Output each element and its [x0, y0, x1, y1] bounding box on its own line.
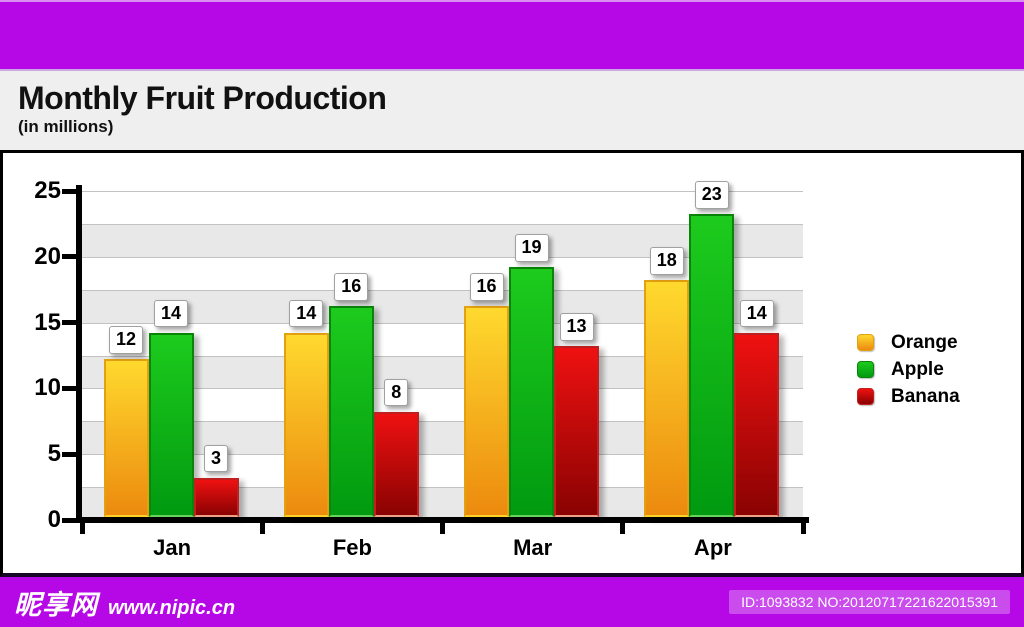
x-tick	[79, 523, 85, 534]
y-axis	[76, 185, 82, 523]
value-label-orange-jan: 12	[108, 326, 144, 354]
bar-orange-mar	[464, 306, 509, 517]
y-tick-label: 15	[34, 308, 61, 336]
chart-area: 0 5 10 15 20 25 Jan Feb Mar Apr 12 14 3 14 16 8 16 19 13 18…	[0, 150, 1024, 577]
y-tick-label: 20	[34, 242, 61, 270]
legend-swatch-banana	[857, 388, 874, 405]
chart-title: Monthly Fruit Production	[18, 80, 387, 116]
chart-subtitle: (in millions)	[18, 117, 114, 137]
gridline	[82, 256, 803, 258]
x-category-label: Feb	[332, 535, 372, 560]
legend-swatch-apple	[857, 361, 874, 378]
value-label-banana-jan: 3	[203, 444, 229, 473]
bar-chart: 0 5 10 15 20 25 Jan Feb Mar Apr 12 14 3 14 16 8 16 19 13 18…	[3, 153, 1021, 573]
gridline	[82, 388, 803, 390]
legend-label-apple: Apple	[891, 359, 944, 380]
bar-apple-apr	[689, 214, 735, 517]
gridline	[82, 487, 803, 489]
gridline	[82, 421, 803, 423]
bar-banana-jan	[193, 477, 239, 517]
value-label-apple-mar: 19	[514, 233, 549, 262]
bar-apple-feb	[328, 306, 374, 517]
plot-band	[82, 191, 803, 224]
gridline	[82, 454, 803, 456]
x-axis	[76, 517, 809, 523]
site-logo: 昵享网	[14, 589, 98, 620]
value-label-orange-feb: 14	[289, 299, 324, 328]
x-category-label: Mar	[513, 535, 553, 560]
y-tick-label: 0	[47, 506, 61, 533]
y-tick-label: 10	[34, 374, 61, 402]
x-category-label: Jan	[153, 535, 192, 560]
y-tick	[62, 517, 76, 523]
image-id-badge: ID:1093832 NO:20120717221622015391	[729, 590, 1010, 614]
x-category-label: Apr	[693, 535, 732, 560]
gridline	[82, 289, 803, 291]
top-banner	[0, 0, 1024, 71]
x-tick	[259, 523, 265, 534]
y-tick	[62, 385, 76, 391]
y-tick	[62, 188, 76, 194]
bar-banana-mar	[554, 345, 599, 517]
x-tick	[620, 523, 626, 534]
value-label-banana-mar: 13	[559, 312, 594, 341]
legend-item-orange: Orange	[857, 329, 960, 356]
legend: Orange Apple Banana	[857, 329, 960, 410]
value-label-banana-feb: 8	[384, 378, 409, 407]
legend-label-orange: Orange	[891, 332, 958, 353]
value-label-apple-feb: 16	[334, 273, 369, 302]
bar-orange-apr	[644, 280, 690, 517]
gridline	[82, 223, 803, 225]
value-label-banana-apr: 14	[739, 299, 774, 328]
bar-banana-apr	[734, 332, 780, 517]
y-tick-label: 5	[47, 440, 61, 468]
bar-orange-jan	[103, 359, 149, 517]
value-label-orange-apr: 18	[649, 247, 684, 275]
bar-apple-jan	[148, 332, 194, 517]
y-tick	[62, 320, 76, 326]
value-label-orange-mar: 16	[469, 273, 504, 302]
legend-item-apple: Apple	[857, 356, 960, 383]
y-tick-label: 25	[34, 177, 61, 204]
bar-apple-mar	[509, 266, 554, 517]
gridline	[82, 191, 803, 192]
value-label-apple-jan: 14	[153, 299, 189, 328]
bar-banana-feb	[373, 411, 419, 517]
gridline	[82, 322, 803, 324]
bottom-banner: 昵享网 www.nipic.cn ID:1093832 NO:201207172…	[0, 577, 1024, 627]
y-tick	[62, 254, 76, 260]
legend-swatch-orange	[857, 334, 874, 351]
gridline	[82, 355, 803, 357]
legend-item-banana: Banana	[857, 383, 960, 410]
watermark: 昵享网 www.nipic.cn	[14, 583, 235, 622]
bar-orange-feb	[283, 332, 329, 517]
x-tick	[440, 523, 445, 534]
y-tick	[62, 451, 76, 457]
title-band: Monthly Fruit Production (in millions)	[0, 71, 1024, 150]
legend-label-banana: Banana	[891, 386, 960, 407]
value-label-apple-apr: 23	[694, 181, 729, 209]
x-tick	[800, 523, 806, 534]
site-url: www.nipic.cn	[108, 596, 236, 619]
